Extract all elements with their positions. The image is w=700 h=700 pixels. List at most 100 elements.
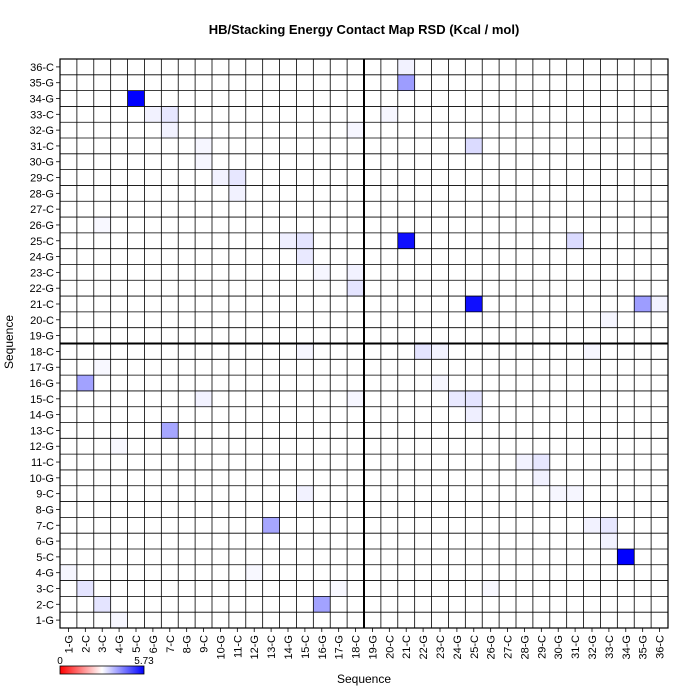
heatmap-cell (296, 248, 314, 265)
x-tick-label: 32-G (587, 635, 599, 659)
y-tick-label: 4-G (36, 568, 54, 580)
heatmap-cell (144, 106, 162, 123)
x-tick-label: 26-G (486, 635, 498, 659)
heatmap-cell (516, 454, 533, 470)
y-tick-label: 9-C (36, 489, 54, 501)
x-tick-label: 24-G (452, 635, 464, 659)
x-tick-label: 9-C (199, 635, 211, 653)
heatmap-cell (110, 612, 128, 628)
x-tick-label: 25-C (469, 635, 481, 659)
y-tick-label: 34-G (30, 94, 54, 106)
heatmap-cell (93, 217, 111, 233)
x-tick-label: 8-G (182, 635, 194, 653)
x-tick-label: 2-C (80, 635, 92, 653)
heatmap-cell (195, 153, 212, 170)
heatmap-cell (127, 90, 145, 107)
heatmap-cells (60, 59, 668, 628)
heatmap-cell (313, 596, 331, 613)
y-tick-label: 3-C (36, 583, 54, 595)
x-tick-label: 31-C (570, 635, 582, 659)
y-tick-label: 2-C (36, 599, 54, 611)
heatmap-cell (262, 517, 280, 534)
plot-frame (59, 58, 669, 629)
heatmap-cell (566, 232, 584, 249)
heatmap-cell (651, 296, 668, 312)
heatmap-cell (600, 533, 618, 549)
heatmap-cell (532, 469, 550, 486)
heatmap-cell (397, 74, 415, 91)
heatmap-cell (465, 390, 483, 407)
heatmap-cell (347, 280, 364, 297)
y-tick-label: 27-C (30, 204, 54, 216)
y-tick-label: 16-G (30, 378, 54, 390)
y-tick-label: 29-C (30, 173, 54, 185)
x-tick-label: 5-C (131, 635, 143, 653)
y-tick-label: 13-C (30, 425, 54, 437)
heatmap-cell (161, 422, 179, 439)
x-tick-label: 34-G (621, 635, 633, 659)
y-tick-label: 17-G (30, 362, 54, 374)
heatmap-cell (634, 296, 652, 312)
heatmap-cell (93, 596, 111, 613)
y-tick-label: 11-C (31, 457, 54, 469)
y-tick-label: 19-G (30, 331, 54, 343)
x-tick-label: 6-G (148, 635, 160, 653)
x-tick-label: 11-C (232, 635, 244, 658)
heatmap-cell (549, 485, 567, 502)
y-tick-label: 30-G (30, 157, 54, 169)
heatmap-cell (110, 438, 128, 455)
y-tick-labels: 1-G 2-C 3-C 4-G 5-C 6-G 7-C 8-G 9-C 10-G 11-C 12-G 1… (30, 62, 60, 627)
heatmap-cell (161, 122, 179, 139)
heatmap-cell (228, 169, 246, 186)
y-tick-label: 31-C (30, 141, 54, 153)
heatmap-cell (600, 517, 618, 534)
y-axis-label: Sequence (2, 315, 16, 369)
heatmap-cell (296, 343, 314, 360)
y-tick-label: 1-G (36, 615, 54, 627)
heatmap-cell (583, 343, 601, 360)
x-tick-label: 19-G (367, 635, 379, 659)
heatmap-cell (380, 106, 398, 123)
y-tick-label: 26-G (30, 220, 54, 232)
x-tick-label: 29-C (536, 635, 548, 659)
heatmap-cell (397, 232, 415, 249)
x-tick-label: 10-G (215, 635, 227, 659)
x-tick-label: 21-C (401, 635, 413, 659)
heatmap-cell (195, 138, 212, 154)
y-tick-label: 20-C (30, 315, 54, 327)
heatmap-cell (347, 390, 364, 407)
y-tick-label: 7-C (36, 520, 54, 532)
heatmap-cell (195, 390, 212, 407)
heatmap-cell (161, 106, 179, 123)
x-tick-label: 22-G (418, 635, 430, 659)
x-tick-label: 7-C (165, 635, 177, 653)
x-tick-label: 16-G (317, 635, 329, 659)
heatmap-cell (296, 485, 314, 502)
heatmap-cell (76, 375, 94, 391)
heatmap-cell (279, 232, 297, 249)
heatmap-cell (465, 138, 483, 154)
heatmap-cell (465, 406, 483, 423)
heatmap-cell (347, 264, 364, 281)
heatmap-cell (431, 375, 449, 391)
heatmap-cell (313, 264, 331, 281)
heatmap-cell (482, 580, 500, 597)
chart-title: HB/Stacking Energy Contact Map RSD (Kcal… (209, 22, 520, 37)
heatmap-cell (212, 169, 229, 186)
heatmap-cell (228, 185, 246, 202)
x-tick-label: 15-C (300, 635, 312, 659)
colorbar-min-label: 0 (57, 656, 63, 667)
heatmap-cell (245, 564, 263, 581)
x-tick-label: 35-G (638, 635, 650, 659)
colorbar-gradient (59, 665, 145, 675)
y-tick-label: 21-C (30, 299, 54, 311)
heatmap-cell (414, 343, 432, 360)
colorbar: 0 5.73 (57, 656, 154, 675)
y-tick-label: 28-G (30, 188, 54, 200)
heatmap-cell (431, 343, 449, 360)
y-tick-label: 36-C (30, 62, 54, 74)
y-tick-label: 33-C (30, 109, 54, 121)
x-tick-label: 14-G (283, 635, 295, 659)
x-tick-labels: 1-G 2-C 3-C 4-G 5-C 6-G 7-C 8-G 9-C 10-G 11-C 12-G 1… (63, 628, 667, 659)
